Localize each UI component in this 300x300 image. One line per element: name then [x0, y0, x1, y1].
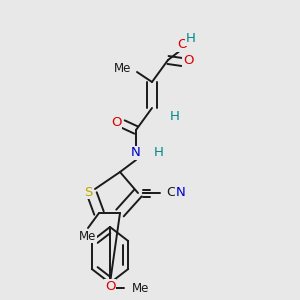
- Text: O: O: [177, 38, 187, 52]
- Text: O: O: [183, 53, 193, 67]
- Text: Me: Me: [79, 230, 97, 242]
- Text: H: H: [170, 110, 180, 122]
- Text: C: C: [166, 187, 175, 200]
- Text: N: N: [176, 187, 186, 200]
- Text: O: O: [111, 116, 121, 128]
- Text: H: H: [186, 32, 196, 46]
- Text: H: H: [154, 146, 164, 160]
- Text: Me: Me: [132, 281, 149, 295]
- Text: O: O: [105, 280, 115, 292]
- Text: Me: Me: [114, 61, 131, 74]
- Text: S: S: [84, 185, 92, 199]
- Text: N: N: [131, 146, 141, 160]
